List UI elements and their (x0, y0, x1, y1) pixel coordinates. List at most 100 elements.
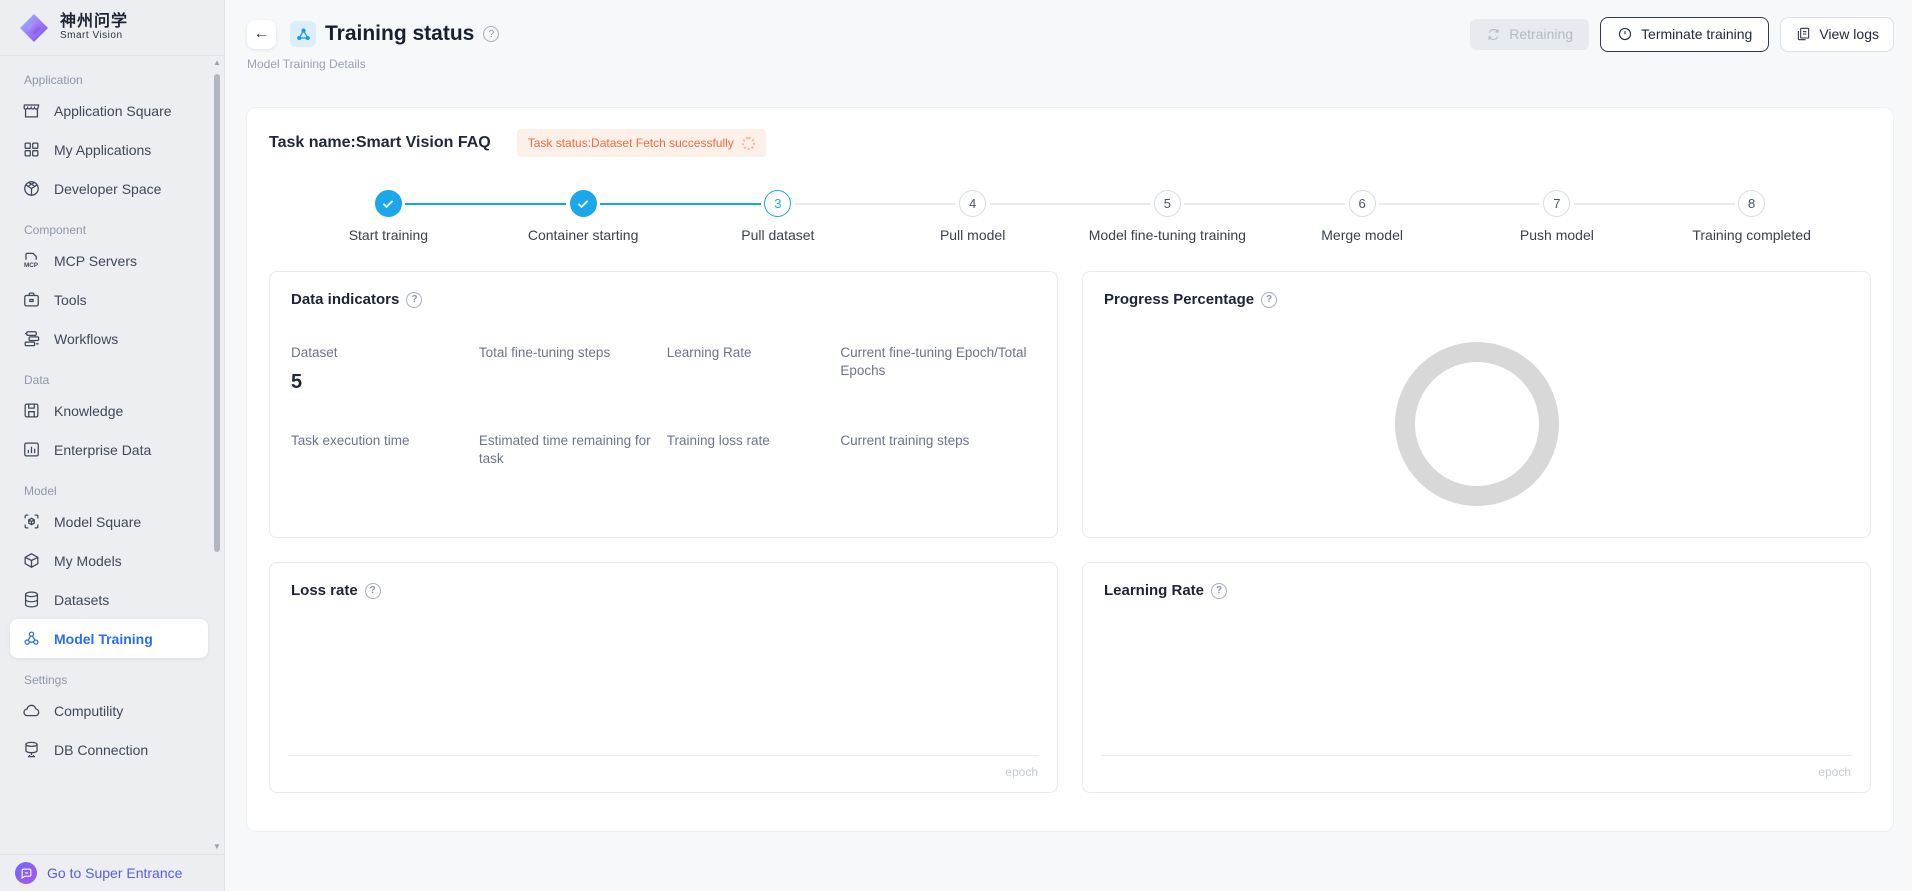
main-area: ← Training status ? Retraining Terminate… (226, 0, 1912, 891)
topbar: ← Training status ? Retraining Terminate… (226, 0, 1912, 52)
db-server-icon (25, 741, 38, 758)
sidebar-item-mcp-servers[interactable]: MCP MCP Servers (10, 241, 208, 280)
sidebar-item-db-connection[interactable]: DB Connection (10, 730, 208, 769)
view-logs-label: View logs (1819, 26, 1879, 42)
data-indicators-help-icon[interactable]: ? (406, 291, 423, 308)
refresh-icon (1488, 28, 1499, 40)
section-model: Model (24, 484, 57, 498)
step-label: Merge model (1321, 227, 1403, 243)
step-label: Training completed (1692, 227, 1811, 243)
retraining-button[interactable]: Retraining (1470, 18, 1590, 50)
sidebar-item-label: Developer Space (54, 180, 162, 197)
progress-donut-ring (1394, 342, 1559, 506)
cloud-icon (23, 704, 40, 717)
sidebar-item-my-applications[interactable]: My Applications (10, 130, 208, 169)
super-entrance-link[interactable]: Go to Super Entrance (47, 865, 183, 881)
loss-rate-x-label: epoch (1005, 765, 1038, 779)
step-circle-done (374, 190, 402, 217)
step-pull-dataset: 3 Pull dataset (600, 190, 876, 243)
terminate-training-button[interactable]: Terminate training (1600, 16, 1770, 52)
step-circle-pending: 4 (959, 190, 987, 217)
training-status-icon (290, 21, 316, 47)
section-component: Component (24, 223, 87, 237)
step-pull-model: 4 Pull model (794, 190, 1070, 243)
step-label: Model fine-tuning training (1088, 227, 1246, 243)
indicator-training-loss: Training loss rate (666, 433, 770, 448)
title-help-icon[interactable]: ? (483, 26, 500, 42)
task-status-text: Task status:Dataset Fetch successfully (527, 136, 734, 150)
storefront-icon (23, 104, 40, 118)
loading-spinner-icon (741, 136, 755, 150)
step-label: Start training (348, 227, 429, 243)
briefcase-icon (24, 292, 39, 307)
step-start-training: Start training (291, 190, 486, 243)
step-circle-current: 3 (764, 190, 792, 217)
loss-rate-title: Loss rate (291, 582, 358, 599)
sidebar-item-my-models[interactable]: My Models (10, 541, 208, 580)
sidebar-item-label: Computility (54, 702, 124, 719)
step-circle-done (569, 190, 597, 217)
step-circle-pending: 6 (1348, 190, 1376, 217)
topbar-actions: Retraining Terminate training View logs (1470, 16, 1894, 52)
sidebar-item-model-square[interactable]: Model Square (10, 502, 208, 541)
sidebar-item-label: MCP Servers (54, 252, 137, 269)
breadcrumb: Model Training Details (247, 57, 366, 71)
sidebar-item-application-square[interactable]: Application Square (10, 91, 208, 130)
sidebar-item-model-training[interactable]: Model Training (10, 619, 208, 658)
indicator-current-steps: Current training steps (840, 433, 970, 448)
indicator-execution-time: Task execution time (291, 433, 410, 448)
indicator-current-epoch: Current fine-tuning Epoch/Total Epochs (840, 345, 1027, 379)
view-logs-button[interactable]: View logs (1780, 16, 1894, 52)
package-icon (24, 181, 39, 196)
sidebar-item-computility[interactable]: Computility (10, 691, 208, 730)
mcp-file-icon: MCP (24, 252, 38, 269)
sidebar-item-label: My Models (54, 552, 122, 569)
check-icon (383, 200, 394, 208)
training-stepper: Start training Container starting 3 Pull… (291, 190, 1849, 243)
indicator-time-remaining: Estimated time remaining for task (478, 433, 651, 467)
sidebar-item-label: Model Square (54, 513, 142, 530)
sidebar-item-tools[interactable]: Tools (10, 280, 208, 319)
scrollbar-thumb[interactable] (214, 74, 220, 552)
sidebar-item-workflows[interactable]: Workflows (10, 319, 208, 358)
sidebar-item-datasets[interactable]: Datasets (10, 580, 208, 619)
step-push-model: 7 Push model (1379, 190, 1655, 243)
step-label: Container starting (527, 227, 639, 243)
step-circle-pending: 8 (1738, 190, 1766, 217)
scroll-up-icon[interactable]: ▲ (213, 58, 221, 67)
loss-rate-help-icon[interactable]: ? (364, 582, 381, 599)
brand-name-zh: 神州问学 (60, 12, 129, 30)
sidebar-item-knowledge[interactable]: Knowledge (10, 391, 208, 430)
learning-rate-panel: Learning Rate ? epoch (1082, 562, 1871, 793)
stop-circle-icon (1618, 27, 1632, 41)
step-container-starting: Container starting (405, 190, 681, 243)
sidebar-item-developer-space[interactable]: Developer Space (10, 169, 208, 208)
molecule-icon (24, 631, 39, 645)
section-data: Data (24, 373, 50, 387)
training-details-card: Task name:Smart Vision FAQ Task status:D… (246, 107, 1894, 832)
bar-chart-icon (24, 442, 39, 457)
step-training-completed: 8 Training completed (1573, 190, 1849, 243)
data-indicators-title: Data indicators (291, 291, 400, 308)
sidebar-footer[interactable]: Go to Super Entrance (0, 854, 224, 891)
learning-rate-help-icon[interactable]: ? (1211, 582, 1228, 599)
floppy-icon (24, 403, 39, 418)
progress-help-icon[interactable]: ? (1261, 291, 1278, 308)
scroll-down-icon[interactable]: ▼ (213, 842, 221, 851)
sidebar-item-enterprise-data[interactable]: Enterprise Data (10, 430, 208, 469)
terminate-training-label: Terminate training (1641, 26, 1753, 42)
sidebar-item-label: Knowledge (54, 402, 124, 419)
task-row: Task name:Smart Vision FAQ Task status:D… (247, 108, 1893, 157)
sidebar-scrollbar[interactable]: ▲ ▼ (211, 58, 223, 851)
scan-cube-icon (24, 514, 39, 529)
sidebar-item-label: Tools (54, 291, 87, 308)
loss-rate-panel: Loss rate ? epoch (269, 562, 1058, 793)
step-label: Pull model (939, 227, 1006, 243)
indicator-total-steps: Total fine-tuning steps (478, 345, 611, 360)
task-status-badge: Task status:Dataset Fetch successfully (516, 129, 766, 157)
brand-name-en: Smart Vision (60, 29, 123, 41)
loss-rate-x-axis (288, 755, 1039, 756)
back-button[interactable]: ← (247, 19, 276, 49)
learning-rate-x-axis (1101, 755, 1852, 756)
sidebar-item-label: DB Connection (54, 741, 149, 758)
